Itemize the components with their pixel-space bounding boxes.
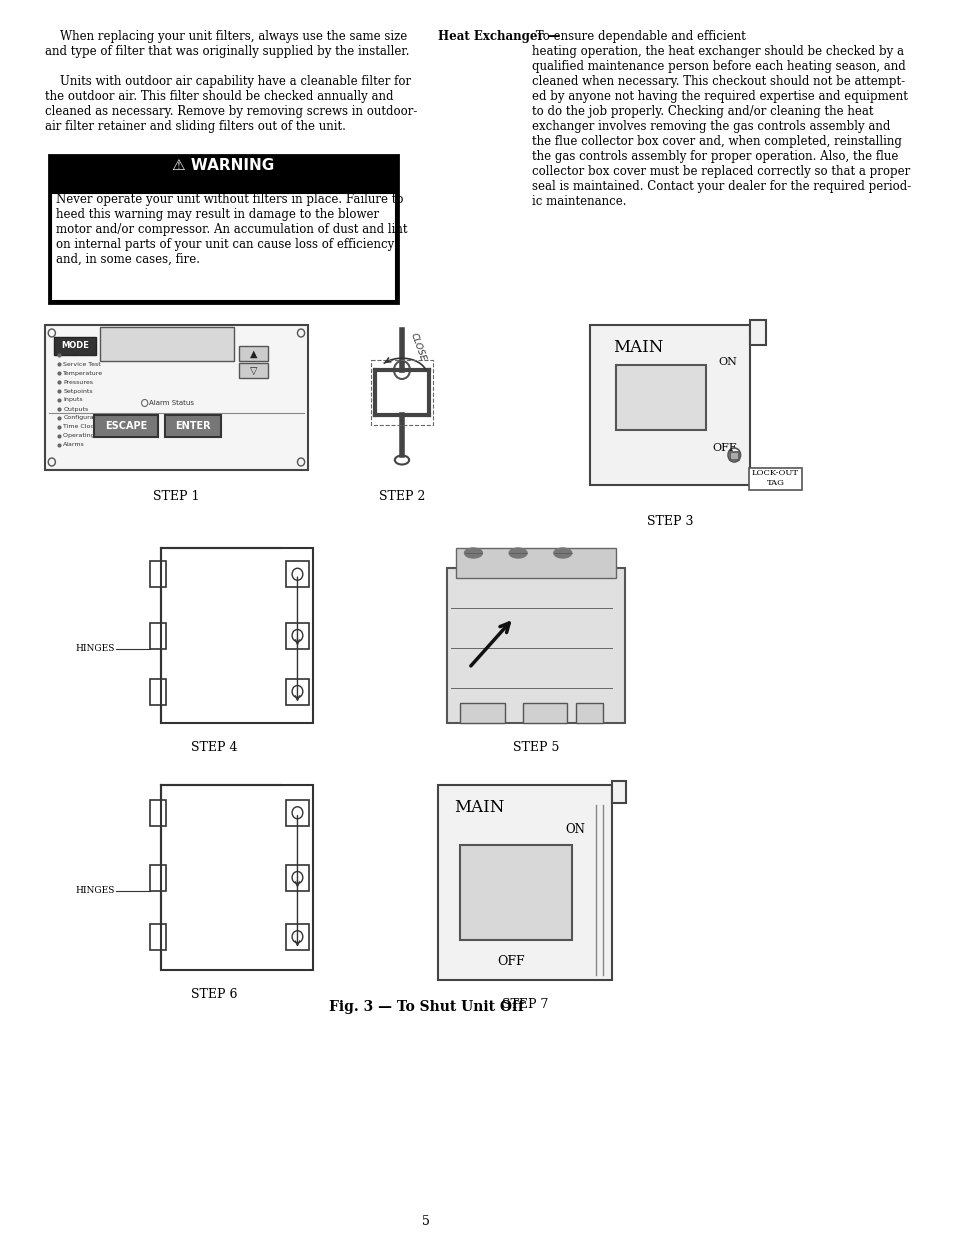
Text: STEP 5: STEP 5 xyxy=(513,741,558,755)
Text: Units with outdoor air capability have a cleanable filter for
the outdoor air. T: Units with outdoor air capability have a… xyxy=(45,75,416,133)
Bar xyxy=(459,703,504,722)
Text: Pressures: Pressures xyxy=(63,379,93,384)
Text: To ensure dependable and efficient
heating operation, the heat exchanger should : To ensure dependable and efficient heati… xyxy=(532,30,911,207)
Text: MAIN: MAIN xyxy=(613,338,663,356)
Bar xyxy=(286,924,309,950)
Text: STEP 4: STEP 4 xyxy=(191,741,237,755)
Ellipse shape xyxy=(509,548,526,558)
Text: Run Status: Run Status xyxy=(63,352,97,357)
Bar xyxy=(150,678,166,704)
Text: ON: ON xyxy=(718,357,737,367)
Text: Service Test: Service Test xyxy=(63,362,101,367)
Text: ENTER: ENTER xyxy=(175,421,211,431)
Bar xyxy=(239,346,268,361)
Bar xyxy=(286,678,309,704)
Bar xyxy=(748,468,801,490)
Bar xyxy=(437,785,611,981)
Text: ▽: ▽ xyxy=(250,366,257,375)
Bar xyxy=(150,924,166,950)
Text: Never operate your unit without filters in place. Failure to
heed this warning m: Never operate your unit without filters … xyxy=(56,193,407,266)
Text: ▲: ▲ xyxy=(250,350,257,359)
Text: LOCK-OUT
TAG: LOCK-OUT TAG xyxy=(751,469,798,487)
Bar xyxy=(446,568,624,722)
Bar xyxy=(239,363,268,378)
Bar xyxy=(459,845,571,940)
Ellipse shape xyxy=(554,548,571,558)
Text: Setpoints: Setpoints xyxy=(63,389,93,394)
Text: OFF: OFF xyxy=(497,955,525,968)
Text: MAIN: MAIN xyxy=(454,799,503,816)
Bar xyxy=(150,561,166,588)
Bar xyxy=(750,320,765,345)
Bar xyxy=(286,561,309,588)
Text: STEP 3: STEP 3 xyxy=(646,515,693,529)
Text: Time Clock: Time Clock xyxy=(63,425,98,430)
Bar xyxy=(165,415,220,437)
Bar xyxy=(161,548,313,722)
Text: STEP 2: STEP 2 xyxy=(378,490,425,503)
Text: Outputs: Outputs xyxy=(63,406,89,411)
Text: ON: ON xyxy=(564,823,584,836)
Bar xyxy=(45,325,308,471)
Text: 5: 5 xyxy=(422,1215,430,1228)
Text: Inputs: Inputs xyxy=(63,398,83,403)
Bar xyxy=(611,781,625,803)
Bar xyxy=(616,366,705,430)
Bar xyxy=(93,415,158,437)
Text: When replacing your unit filters, always use the same size
and type of filter th: When replacing your unit filters, always… xyxy=(45,30,409,58)
Text: Alarm Status: Alarm Status xyxy=(149,400,194,406)
Bar xyxy=(576,703,602,722)
Bar xyxy=(161,785,313,969)
Bar xyxy=(50,156,397,303)
Bar xyxy=(286,864,309,890)
Bar xyxy=(286,800,309,826)
Bar xyxy=(150,622,166,648)
Bar xyxy=(522,703,567,722)
Bar xyxy=(51,193,395,301)
Bar xyxy=(53,337,96,354)
Bar xyxy=(150,800,166,826)
Text: STEP 1: STEP 1 xyxy=(153,490,199,503)
Text: Fig. 3 — To Shut Unit Off: Fig. 3 — To Shut Unit Off xyxy=(328,1000,523,1014)
Text: HINGES: HINGES xyxy=(75,885,114,895)
Text: ESCAPE: ESCAPE xyxy=(105,421,147,431)
Bar xyxy=(589,325,750,485)
Text: Temperature: Temperature xyxy=(63,370,104,375)
Text: STEP 7: STEP 7 xyxy=(501,998,547,1011)
Text: ⚠ WARNING: ⚠ WARNING xyxy=(172,158,274,173)
Bar xyxy=(100,327,233,361)
Text: Configuration: Configuration xyxy=(63,415,106,420)
Text: Heat Exchanger —: Heat Exchanger — xyxy=(437,30,558,43)
Text: MODE: MODE xyxy=(61,342,89,351)
Bar xyxy=(456,548,616,578)
Text: STEP 6: STEP 6 xyxy=(191,988,237,1002)
Text: HINGES: HINGES xyxy=(75,643,114,653)
Bar xyxy=(286,622,309,648)
Bar xyxy=(729,452,738,459)
Text: CLOSE: CLOSE xyxy=(408,331,427,362)
Text: Alarms: Alarms xyxy=(63,442,85,447)
Text: OFF: OFF xyxy=(712,443,737,453)
Bar xyxy=(150,864,166,890)
Ellipse shape xyxy=(464,548,482,558)
Text: Operating Modes: Operating Modes xyxy=(63,433,117,438)
